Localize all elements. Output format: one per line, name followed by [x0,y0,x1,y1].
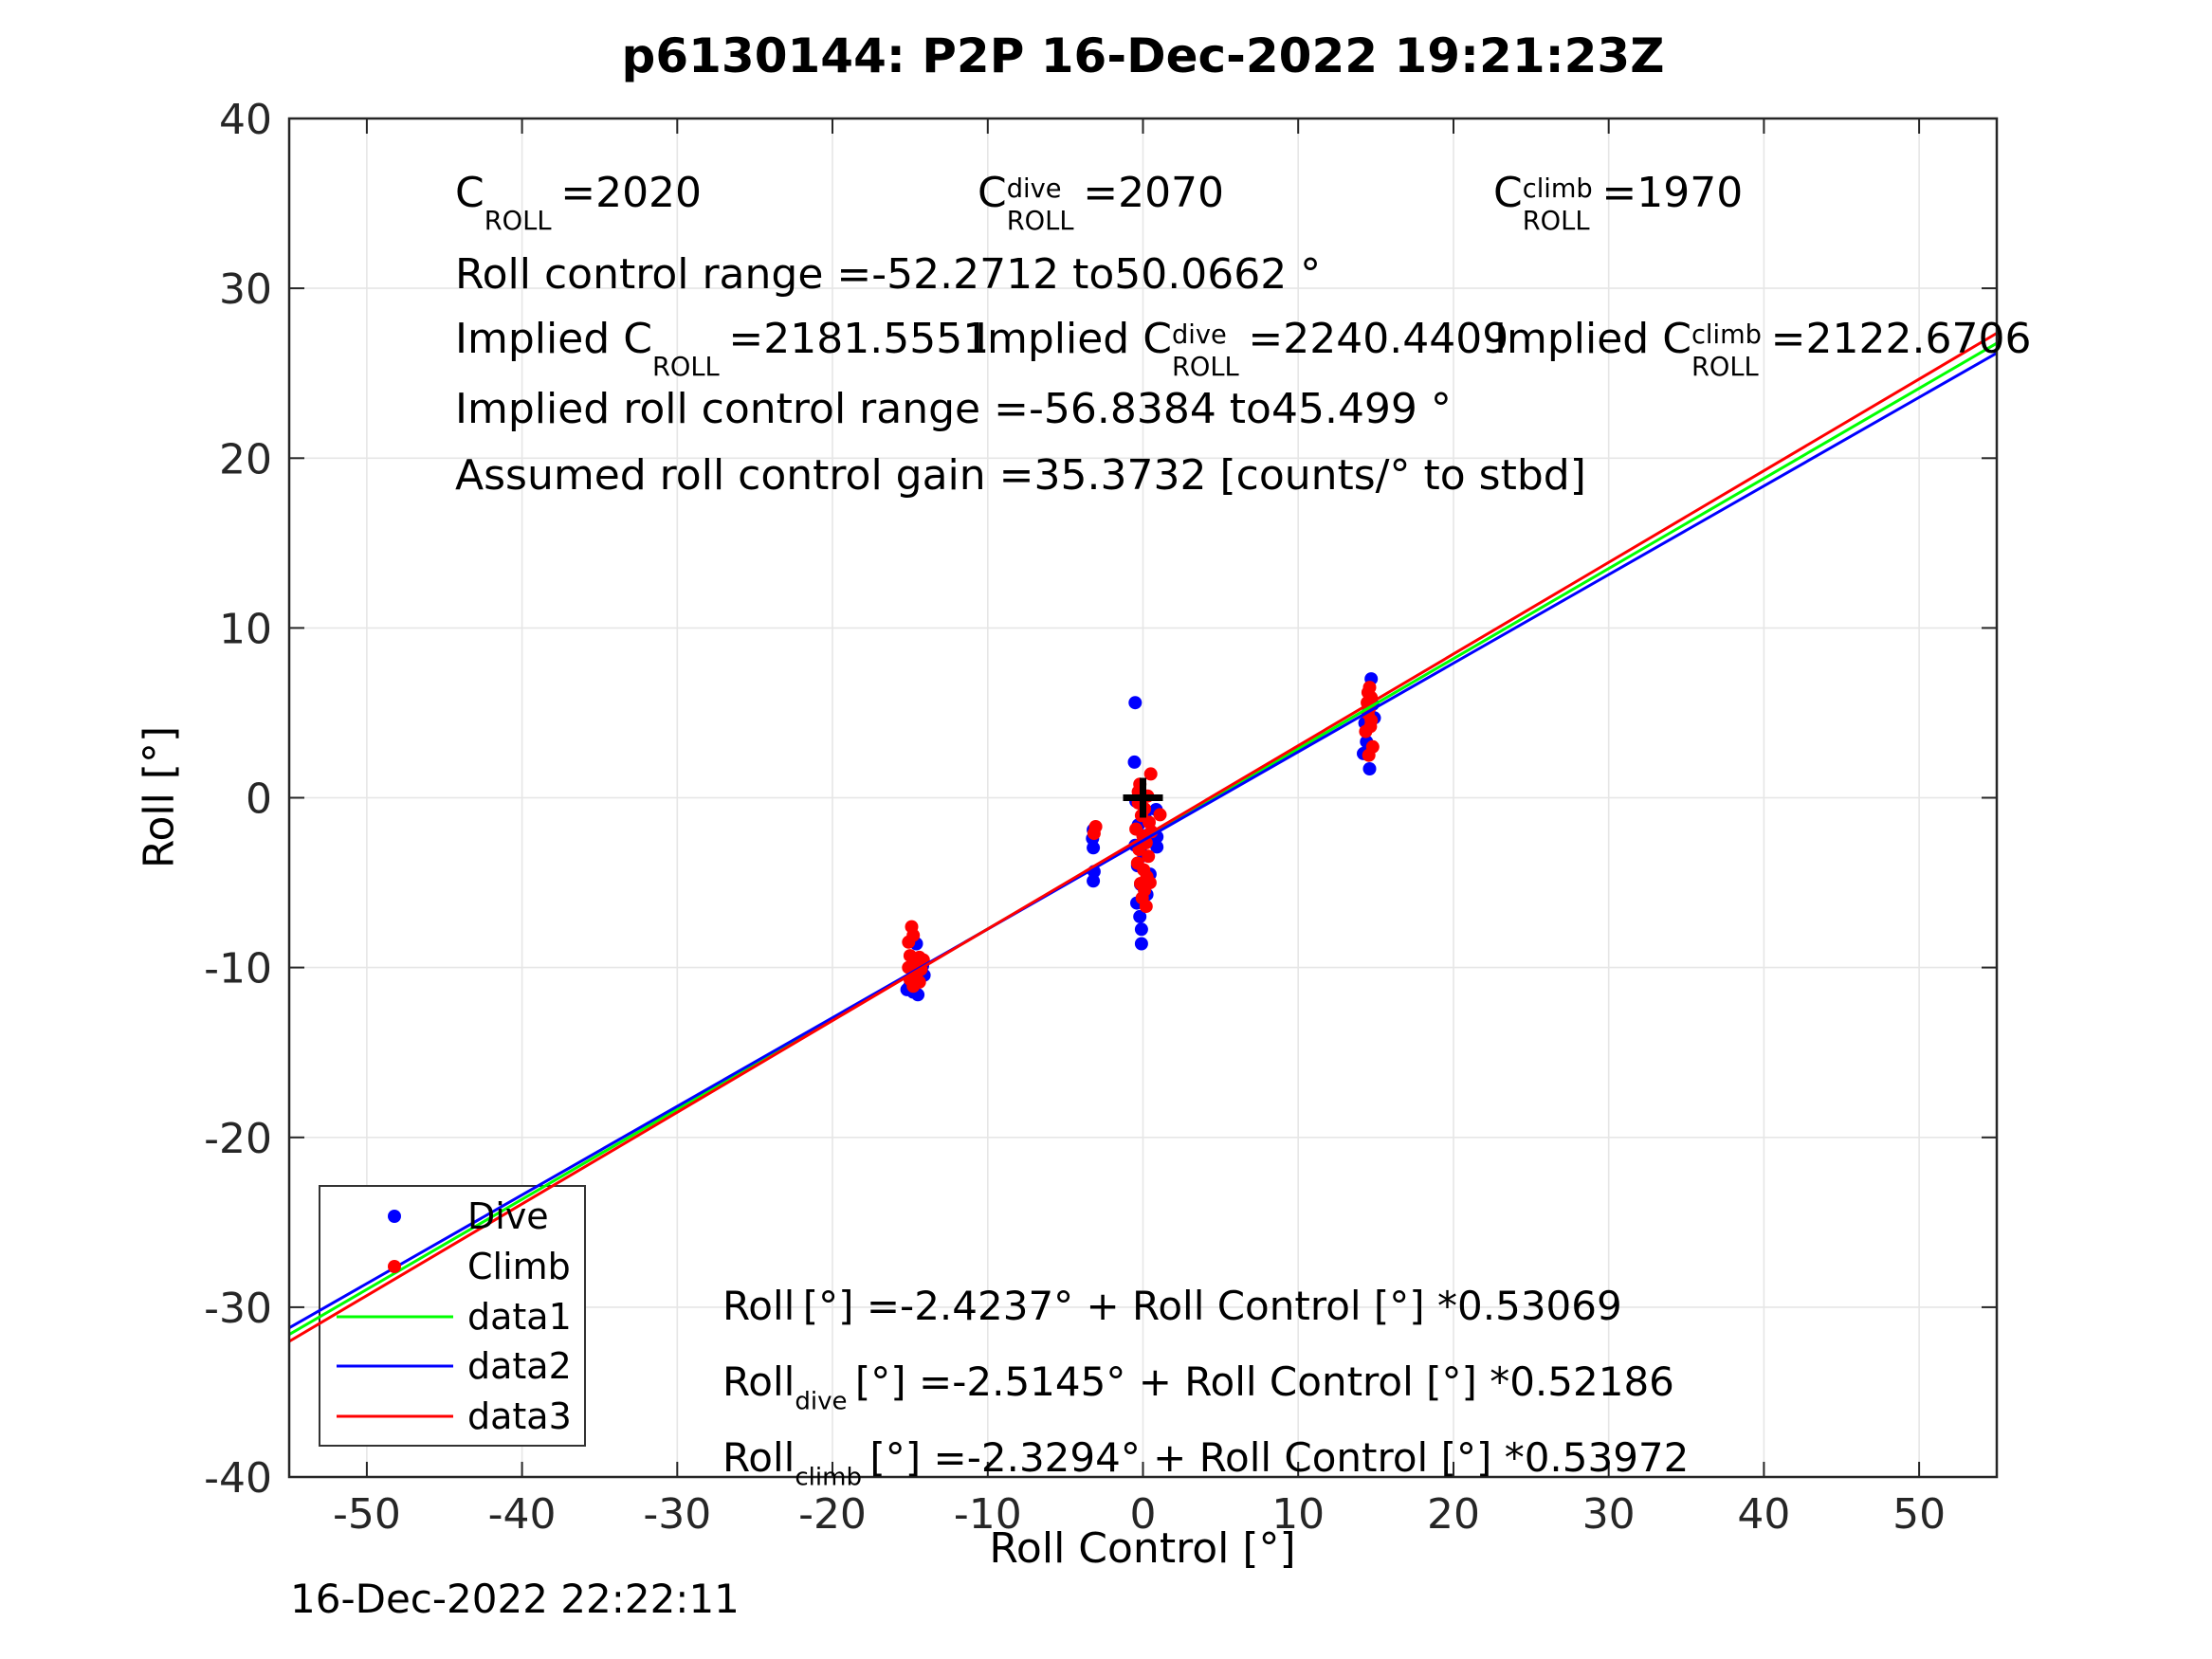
stat-roll-control-range: Roll control range =-52.2712 to50.0662 ° [455,250,1322,299]
svg-text:40: 40 [1737,1490,1790,1539]
svg-text:-30: -30 [204,1285,272,1333]
svg-text:-10: -10 [204,945,272,994]
fit-line-data2 [288,352,1998,1330]
stat-assumed-gain: Assumed roll control gain =35.3732 [coun… [455,451,1586,500]
svg-text:10: 10 [1271,1490,1325,1539]
stat-implied-roll-control-range: Implied roll control range =-56.8384 to4… [455,385,1452,433]
svg-text:-40: -40 [488,1490,557,1539]
svg-text:-20: -20 [204,1115,272,1163]
svg-text:-50: -50 [333,1490,401,1539]
legend-label-climb: Climb [467,1246,571,1287]
legend-label-data2: data2 [467,1345,572,1387]
stat-c-roll: C ROLL =2020 [455,169,703,237]
fit-line-data3 [288,332,1998,1343]
equation-fit-all: Roll [°] =-2.4237° + Roll Control [°] *0.… [722,1283,1622,1329]
svg-text:20: 20 [219,435,272,483]
axis-frame [287,117,1999,1479]
svg-text:0: 0 [246,775,272,824]
origin-plus-marker [1123,777,1163,818]
y-axis-label: Roll [°] [135,725,184,869]
svg-text:0: 0 [1130,1490,1157,1539]
legend-glyphs [337,1210,453,1418]
svg-text:50: 50 [1892,1490,1946,1539]
svg-text:-30: -30 [643,1490,711,1539]
plot-timestamp: 16-Dec-2022 22:22:11 [290,1576,740,1622]
chart-title: p6130144: P2P 16-Dec-2022 19:21:23Z [621,28,1665,83]
legend-label-dive: Dive [467,1195,549,1237]
svg-text:-40: -40 [204,1454,272,1503]
equation-fit-dive: Rolldive [°] =-2.5145° + Roll Control [°]… [722,1358,1674,1416]
svg-text:20: 20 [1427,1490,1480,1539]
tick-labels: -50 -40 -30 -20 -10 0 10 20 30 40 50 -40 -30 -20 -10 0 1… [204,96,1946,1539]
equation-fit-climb: Rollclimb [°] =-2.3294° + Roll Control [°… [722,1434,1690,1492]
svg-text:10: 10 [219,605,272,653]
legend-label-data3: data3 [467,1395,572,1437]
svg-text:30: 30 [1582,1490,1636,1539]
svg-text:40: 40 [219,96,272,144]
svg-text:-10: -10 [954,1490,1022,1539]
x-axis-label: Roll Control [°] [989,1524,1296,1573]
svg-text:30: 30 [219,265,272,314]
legend-label-data1: data1 [467,1296,572,1338]
fit-lines [288,332,1998,1343]
stat-implied-c-roll: Implied C ROLL =2181.5551 [455,315,990,383]
svg-text:-20: -20 [798,1490,867,1539]
